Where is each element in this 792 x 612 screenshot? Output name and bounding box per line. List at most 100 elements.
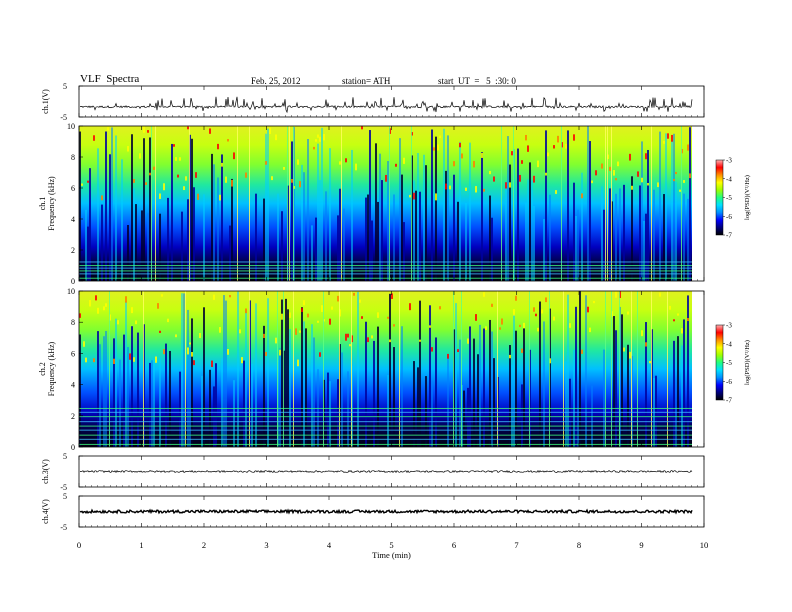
spectrogram-speckle <box>431 347 433 352</box>
spectrogram-speckle <box>645 153 647 160</box>
sferic-streak <box>237 126 238 281</box>
spectrogram-column <box>337 379 339 447</box>
spectrogram-column <box>489 319 491 447</box>
spectrogram-column <box>533 206 535 281</box>
sferic-streak <box>651 126 652 281</box>
spectrogram-column <box>529 162 531 281</box>
spectrogram-column <box>223 295 225 447</box>
spectrogram-column <box>181 293 183 447</box>
spectrogram-speckle <box>103 306 105 311</box>
colorbar-tick-label: -7 <box>726 232 732 240</box>
sferic-streak <box>501 126 502 281</box>
spectrogram-speckle <box>187 347 189 355</box>
spectrogram-speckle <box>547 152 549 157</box>
spectrogram-speckle <box>429 325 431 328</box>
signal-trace <box>79 508 693 515</box>
spectrogram-column <box>577 209 579 281</box>
spectrogram-column <box>589 141 591 281</box>
spectrogram-speckle <box>601 163 603 169</box>
spectrogram-column <box>473 338 475 447</box>
y-tick-label: 10 <box>67 122 75 131</box>
y-tick-label: 4 <box>71 381 75 390</box>
narrowband-stripe <box>79 407 692 409</box>
spectrogram-speckle <box>349 344 351 347</box>
spectrogram-speckle <box>589 327 591 333</box>
spectrogram-column <box>97 331 99 447</box>
y-axis-label: ch.1(V) <box>41 89 50 114</box>
y-tick-label: 2 <box>71 246 75 255</box>
spectrogram-column <box>631 176 633 281</box>
spectrogram-speckle <box>527 145 529 152</box>
spectrogram-speckle <box>225 176 227 183</box>
spectrogram-column <box>477 354 479 447</box>
spectrogram-speckle <box>355 163 357 171</box>
y-tick-label: 0 <box>71 443 75 452</box>
narrowband-stripe <box>79 429 692 431</box>
spectrogram-column <box>115 318 117 447</box>
spectrogram-column <box>543 219 545 281</box>
spectrogram-speckle <box>467 338 469 344</box>
spectrogram-column <box>683 319 685 447</box>
spectrogram-speckle <box>245 172 247 178</box>
spectrogram-column <box>311 324 313 447</box>
spectrogram-column <box>393 347 395 447</box>
spectrogram-speckle <box>219 194 221 201</box>
spectrogram-column <box>665 133 667 281</box>
spectrogram-column <box>381 180 383 281</box>
y-tick-label: 0 <box>71 277 75 286</box>
spectrogram-speckle <box>671 134 673 142</box>
sferic-streak <box>605 126 606 281</box>
spectrogram-column <box>143 138 145 281</box>
spectrogram-speckle <box>185 176 187 181</box>
sferic-streak <box>605 291 606 447</box>
sferic-streak <box>277 291 278 447</box>
spectrogram-speckle <box>153 166 155 170</box>
spectrogram-column <box>515 330 517 447</box>
spectrogram-speckle <box>133 357 135 362</box>
spectrogram-speckle <box>125 296 127 303</box>
spectrogram-speckle <box>321 305 323 312</box>
spectrogram-column <box>79 131 81 281</box>
spectrogram-speckle <box>627 311 629 315</box>
sferic-streak <box>109 291 110 447</box>
spectrogram-column <box>327 372 329 447</box>
spectrogram-column <box>527 179 529 281</box>
spectrogram-column <box>675 380 677 447</box>
spectrogram-column <box>523 328 525 447</box>
panel-frame <box>78 85 705 118</box>
spectrogram-column <box>203 194 205 281</box>
chart-title: VLF Spectra <box>80 73 140 85</box>
spectrogram-column <box>279 348 281 447</box>
spectrogram-column <box>307 139 309 281</box>
sferic-streak <box>561 126 562 281</box>
spectrogram-speckle <box>591 180 593 184</box>
spectrogram-speckle <box>129 353 131 360</box>
spectrogram-speckle <box>329 318 331 325</box>
spectrogram-speckle <box>445 183 447 190</box>
spectrogram-column <box>181 211 183 281</box>
spectrogram-column <box>255 303 257 447</box>
spectrogram-speckle <box>393 324 395 327</box>
spectrogram-column <box>683 193 685 281</box>
spectrogram-speckle <box>595 170 597 176</box>
spectrogram-column <box>281 211 283 281</box>
spectrogram-speckle <box>533 175 535 183</box>
sferic-streak <box>287 126 288 281</box>
narrowband-stripe <box>79 273 692 275</box>
spectrogram-speckle <box>681 328 683 334</box>
spectrogram-speckle <box>389 339 391 343</box>
spectrogram-column <box>457 201 459 281</box>
spectrogram-column <box>645 322 647 447</box>
x-tick-label: 0 <box>77 540 81 550</box>
spectrogram-speckle <box>211 360 213 367</box>
spectrogram-column <box>103 336 105 447</box>
spectrogram-column <box>87 226 89 281</box>
spectrogram-column <box>127 225 129 281</box>
spectrogram-column <box>365 197 367 281</box>
spectrogram-column <box>443 128 445 281</box>
spectrogram-speckle <box>391 293 393 299</box>
spectrogram-column <box>459 339 461 447</box>
spectrogram-speckle <box>523 322 525 329</box>
narrowband-stripe <box>79 438 692 440</box>
colorbar-tick-label: -3 <box>726 322 732 330</box>
